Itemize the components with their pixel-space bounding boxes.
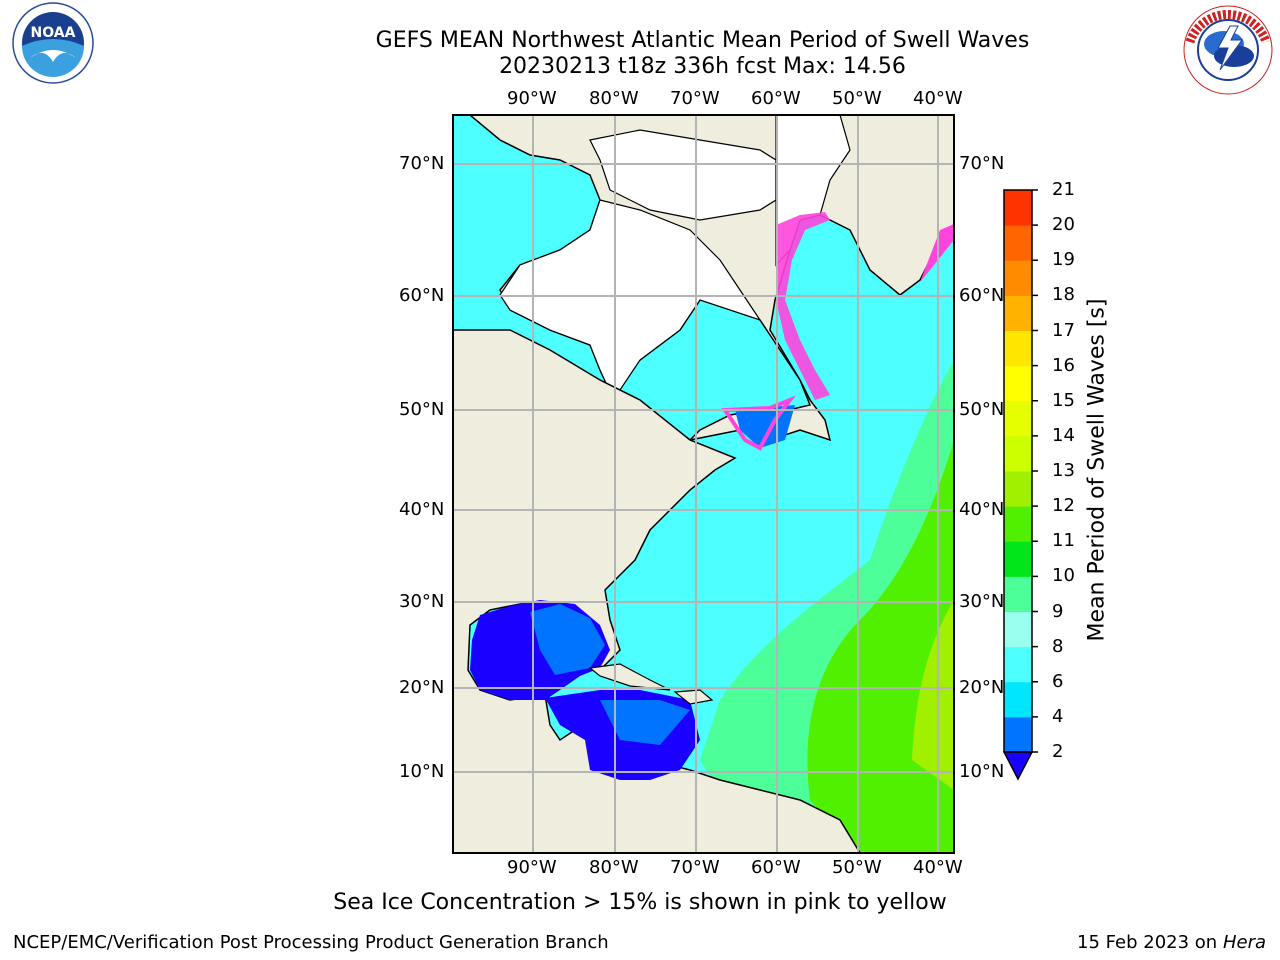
colorbar-tick-label: 9 <box>1052 600 1064 622</box>
noaa-logo-text: NOAA <box>31 25 76 41</box>
colorbar-tick-label: 4 <box>1052 705 1064 727</box>
colorbar-swatch <box>1004 506 1032 542</box>
colorbar-swatch <box>1004 330 1032 367</box>
lat-label-left: 60°N <box>399 285 445 306</box>
colorbar-tick-label: 11 <box>1052 530 1075 552</box>
lat-label-left: 40°N <box>399 499 445 520</box>
colorbar-tick-label: 2 <box>1052 741 1064 762</box>
footer-credit: NCEP/EMC/Verification Post Processing Pr… <box>13 932 609 953</box>
lon-label-top: 60°W <box>751 88 801 109</box>
colorbar-swatch <box>1004 541 1032 577</box>
colorbar-tick-label: 12 <box>1052 495 1075 517</box>
lon-label-bottom: 90°W <box>507 857 557 878</box>
lat-label-left: 30°N <box>399 591 445 612</box>
colorbar-swatch <box>1004 190 1032 226</box>
map-title: GEFS MEAN Northwest Atlantic Mean Period… <box>375 28 1030 53</box>
lon-label-top: 40°W <box>913 88 963 109</box>
colorbar-tick-label: 8 <box>1052 635 1064 657</box>
lon-label-bottom: 80°W <box>589 857 639 878</box>
cuba <box>588 663 671 691</box>
hispaniola <box>673 689 714 705</box>
lat-label-left: 10°N <box>399 761 445 782</box>
lon-label-top: 80°W <box>589 88 639 109</box>
arctic-water-region <box>589 129 777 221</box>
colorbar-tick-label: 13 <box>1052 460 1075 481</box>
colorbar-swatch <box>1004 400 1032 437</box>
footer-date: 15 Feb 2023 on Hera <box>1077 932 1266 953</box>
lat-label-left: 70°N <box>399 153 445 174</box>
colorbar-tick-label: 16 <box>1052 354 1075 376</box>
ocean-field-12s <box>912 600 954 790</box>
noaa-logo: NOAA <box>12 2 94 84</box>
caribbean-field-2s <box>600 700 690 745</box>
colorbar-tick-label: 18 <box>1052 284 1075 306</box>
lon-label-top: 70°W <box>670 88 720 109</box>
colorbar-swatch <box>1004 365 1032 402</box>
colorbar-title: Mean Period of Swell Waves [s] <box>1084 298 1110 642</box>
gulf-field-2s <box>530 604 605 675</box>
lat-label-right: 10°N <box>959 761 1005 782</box>
colorbar <box>1002 189 1038 781</box>
nws-logo <box>1182 4 1274 96</box>
colorbar-swatch <box>1004 576 1032 612</box>
lat-label-right: 70°N <box>959 153 1005 174</box>
lon-label-top: 50°W <box>832 88 882 109</box>
map-subtitle: 20230213 t18z 336h fcst Max: 14.56 <box>499 54 906 79</box>
colorbar-tick-label: 20 <box>1052 214 1075 236</box>
colorbar-swatch <box>1004 646 1032 683</box>
lon-label-bottom: 50°W <box>832 857 882 878</box>
colorbar-tick-label: 17 <box>1052 319 1075 341</box>
graticule <box>453 115 954 853</box>
colorbar-swatch <box>1004 611 1032 648</box>
lon-label-bottom: 60°W <box>751 857 801 878</box>
lat-label-right: 60°N <box>959 285 1005 306</box>
sea-ice-caption: Sea Ice Concentration > 15% is shown in … <box>333 890 947 915</box>
st-lawrence-ice-edge <box>721 395 796 451</box>
colorbar-swatch <box>1004 295 1032 331</box>
colorbar-tick-label: 14 <box>1052 424 1075 446</box>
colorbar-extend-arrow <box>1002 751 1034 781</box>
lon-label-bottom: 40°W <box>913 857 963 878</box>
lon-label-top: 90°W <box>507 88 557 109</box>
colorbar-swatch <box>1004 435 1032 472</box>
colorbar-tick-label: 19 <box>1052 249 1075 271</box>
colorbar-swatch <box>1004 260 1032 296</box>
lat-label-right: 30°N <box>959 591 1005 612</box>
lat-label-left: 50°N <box>399 399 445 420</box>
lat-label-left: 20°N <box>399 677 445 698</box>
lon-label-bottom: 70°W <box>670 857 720 878</box>
lat-label-right: 20°N <box>959 677 1005 698</box>
colorbar-swatch <box>1004 716 1032 753</box>
footer-machine: Hera <box>1222 932 1266 953</box>
colorbar-tick-label: 6 <box>1052 670 1064 692</box>
colorbar-tick-label: 15 <box>1052 389 1075 411</box>
colorbar-tick-label: 21 <box>1052 179 1075 200</box>
footer-date-text: 15 Feb 2023 on <box>1077 932 1218 953</box>
colorbar-swatch <box>1004 471 1032 507</box>
lat-label-right: 50°N <box>959 399 1005 420</box>
colorbar-swatch <box>1004 681 1032 718</box>
colorbar-tick-label: 10 <box>1052 565 1075 587</box>
lat-label-right: 40°N <box>959 499 1005 520</box>
colorbar-swatch <box>1004 225 1032 261</box>
sea-ice-edge <box>776 212 830 400</box>
map-frame <box>452 114 955 854</box>
